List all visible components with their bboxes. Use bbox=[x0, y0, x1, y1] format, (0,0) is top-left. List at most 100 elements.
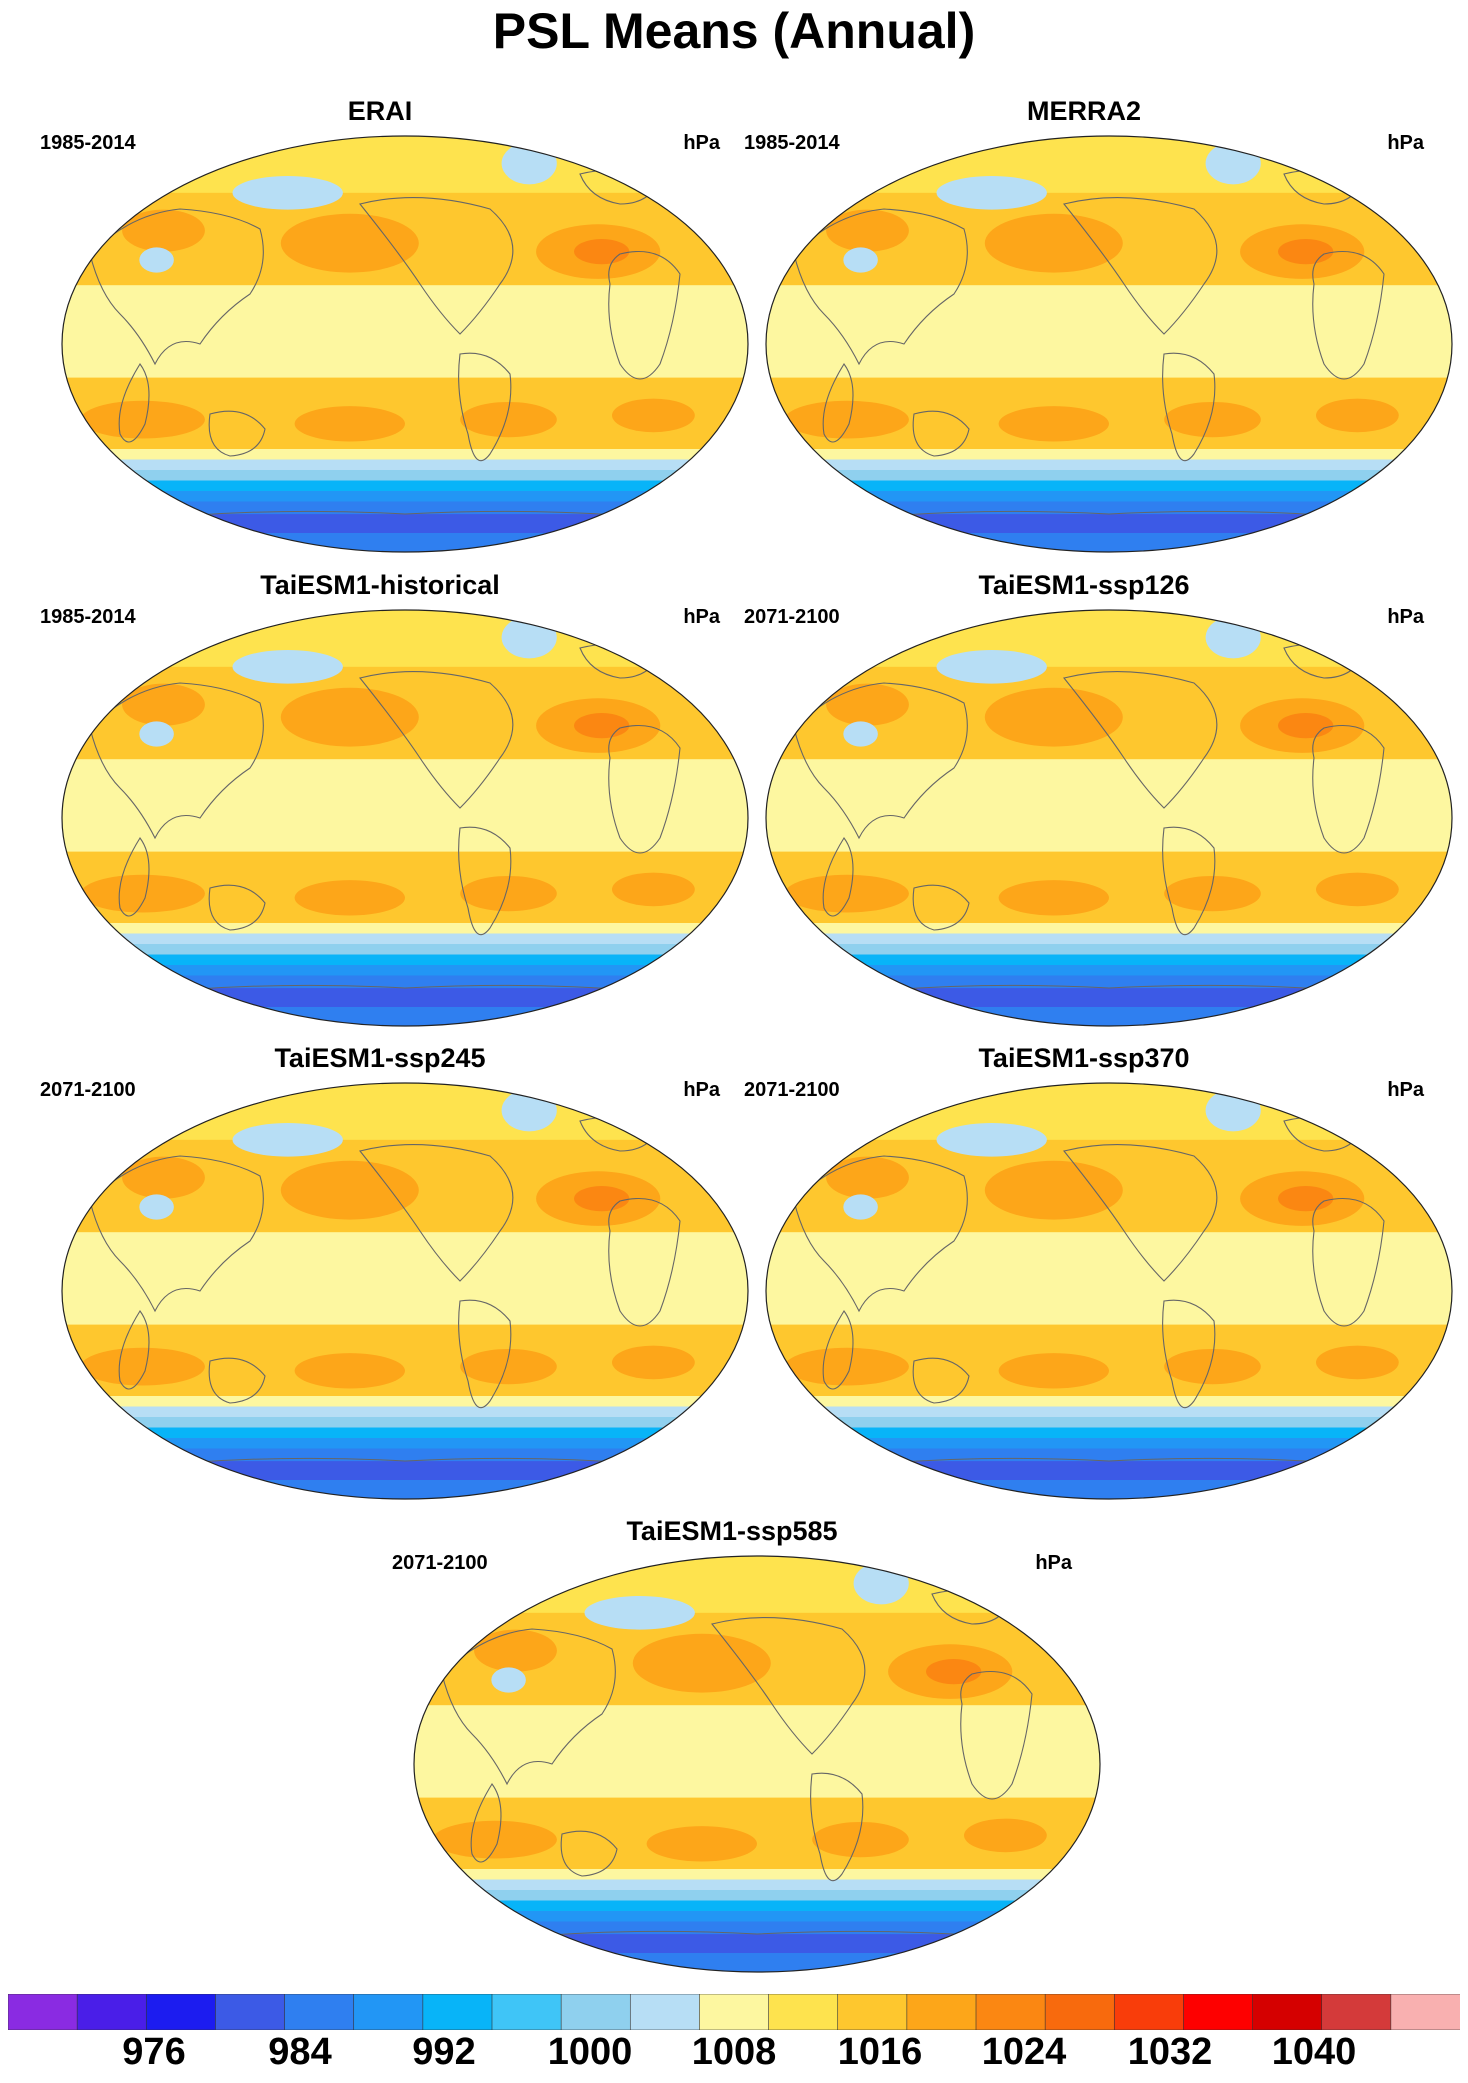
continent-outline bbox=[1162, 352, 1216, 462]
panel-period: 1985-2014 bbox=[40, 606, 136, 628]
panel-title: TaiESM1-historical bbox=[260, 570, 500, 600]
continent-outline bbox=[822, 837, 854, 917]
panel-units: hPa bbox=[1387, 606, 1424, 628]
icelandic-low bbox=[1205, 1089, 1261, 1132]
subtropical-high-core bbox=[574, 713, 630, 739]
icelandic-low bbox=[1205, 616, 1261, 659]
pressure-band-tropics bbox=[766, 1232, 1452, 1325]
subtropical-high bbox=[784, 1347, 909, 1386]
continent-outline bbox=[359, 197, 514, 335]
aleutian-low bbox=[232, 650, 343, 684]
continent-outline bbox=[458, 826, 512, 936]
subtropical-high bbox=[80, 400, 205, 439]
pressure-band-tropics bbox=[766, 285, 1452, 378]
continent-outline bbox=[960, 1670, 1033, 1800]
subtropical-high bbox=[1316, 872, 1399, 907]
subtropical-high bbox=[1164, 1348, 1261, 1385]
panel-period: 2071-2100 bbox=[744, 1079, 840, 1101]
subtropical-high bbox=[294, 1353, 405, 1389]
pressure-band-tropics bbox=[62, 759, 748, 852]
continent-outline bbox=[822, 1310, 854, 1390]
subtropical-high bbox=[474, 1629, 557, 1672]
map-border bbox=[765, 1082, 1453, 1500]
continent-outline bbox=[1312, 724, 1385, 854]
colorbar-box bbox=[1252, 1994, 1323, 2030]
colorbar-box bbox=[422, 1994, 493, 2030]
colorbar bbox=[8, 1994, 1460, 2030]
icelandic-low bbox=[1205, 142, 1261, 185]
subtropical-high bbox=[784, 874, 909, 913]
aleutian-low bbox=[584, 1596, 695, 1630]
aleutian-low bbox=[232, 176, 343, 210]
subtropical-high bbox=[460, 1348, 557, 1385]
continent-outline bbox=[89, 1155, 264, 1313]
colorbar-box bbox=[491, 1994, 562, 2030]
continent-outline bbox=[118, 363, 150, 443]
psl-map bbox=[61, 135, 749, 553]
panel-units: hPa bbox=[1387, 132, 1424, 154]
map-panel-ssp585: TaiESM1-ssp585 2071-2100 hPa bbox=[382, 1516, 1101, 1986]
colorbar-box bbox=[1183, 1994, 1254, 2030]
subtropical-high bbox=[646, 1826, 757, 1862]
continent-outline bbox=[1063, 1144, 1218, 1282]
pressure-band-north bbox=[414, 1556, 1100, 1613]
subtropical-high bbox=[784, 400, 909, 439]
map-panel-merra2: MERRA2 1985-2014 hPa bbox=[734, 96, 1453, 566]
subtropical-high bbox=[826, 1156, 909, 1199]
pressure-band-southern-ocean bbox=[62, 533, 748, 552]
panel-period: 2071-2100 bbox=[392, 1552, 488, 1574]
continent-outline bbox=[1312, 1197, 1385, 1327]
psl-map bbox=[765, 1082, 1453, 1500]
south-asian-low bbox=[843, 247, 878, 273]
pressure-band-tropics bbox=[766, 759, 1452, 852]
south-asian-low bbox=[491, 1667, 526, 1693]
subtropical-high bbox=[612, 398, 695, 433]
colorbar-label: 1032 bbox=[1127, 2031, 1213, 2073]
map-panel-historical: TaiESM1-historical 1985-2014 hPa bbox=[30, 570, 749, 1040]
panel-units: hPa bbox=[683, 132, 720, 154]
icelandic-low bbox=[501, 142, 557, 185]
colorbar-label: 1016 bbox=[837, 2031, 923, 2073]
panel-title: ERAI bbox=[347, 96, 413, 126]
subtropical-high bbox=[1316, 1345, 1399, 1380]
continent-outline bbox=[359, 671, 514, 809]
south-asian-low bbox=[139, 721, 174, 747]
colorbar-box bbox=[1321, 1994, 1392, 2030]
subtropical-high bbox=[122, 683, 205, 726]
subtropical-high bbox=[280, 1160, 419, 1220]
subtropical-high bbox=[826, 683, 909, 726]
colorbar-box bbox=[699, 1994, 770, 2030]
psl-map bbox=[61, 609, 749, 1027]
subtropical-high bbox=[984, 213, 1123, 273]
icelandic-low bbox=[501, 616, 557, 659]
panel-units: hPa bbox=[1035, 1552, 1072, 1574]
colorbar-label: 1040 bbox=[1271, 2031, 1357, 2073]
pressure-band-north bbox=[62, 610, 748, 667]
panel-period: 1985-2014 bbox=[744, 132, 840, 154]
subtropical-high bbox=[80, 1347, 205, 1386]
pressure-band-north bbox=[766, 136, 1452, 193]
continent-outline bbox=[793, 208, 968, 366]
continent-outline bbox=[441, 1628, 616, 1786]
continent-outline bbox=[822, 363, 854, 443]
map-panel-ssp370: TaiESM1-ssp370 2071-2100 hPa bbox=[734, 1043, 1453, 1513]
colorbar-label: 984 bbox=[268, 2031, 332, 2073]
south-asian-low bbox=[843, 721, 878, 747]
continent-outline bbox=[1162, 1299, 1216, 1409]
subtropical-high-core bbox=[574, 239, 630, 265]
colorbar-box bbox=[76, 1994, 148, 2030]
panel-period: 2071-2100 bbox=[40, 1079, 136, 1101]
subtropical-high bbox=[294, 880, 405, 916]
continent-outline bbox=[118, 837, 150, 917]
colorbar-box bbox=[837, 1994, 908, 2030]
subtropical-high bbox=[122, 1156, 205, 1199]
map-panel-ssp245: TaiESM1-ssp245 2071-2100 hPa bbox=[30, 1043, 749, 1513]
subtropical-high bbox=[998, 1353, 1109, 1389]
continent-outline bbox=[208, 1357, 266, 1404]
colorbar-label: 976 bbox=[122, 2031, 186, 2073]
pressure-band-southern-ocean bbox=[414, 1953, 1100, 1972]
pressure-band-southern-ocean bbox=[766, 1480, 1452, 1499]
psl-map bbox=[413, 1555, 1101, 1973]
subtropical-high-core bbox=[574, 1186, 630, 1212]
south-asian-low bbox=[139, 1194, 174, 1220]
